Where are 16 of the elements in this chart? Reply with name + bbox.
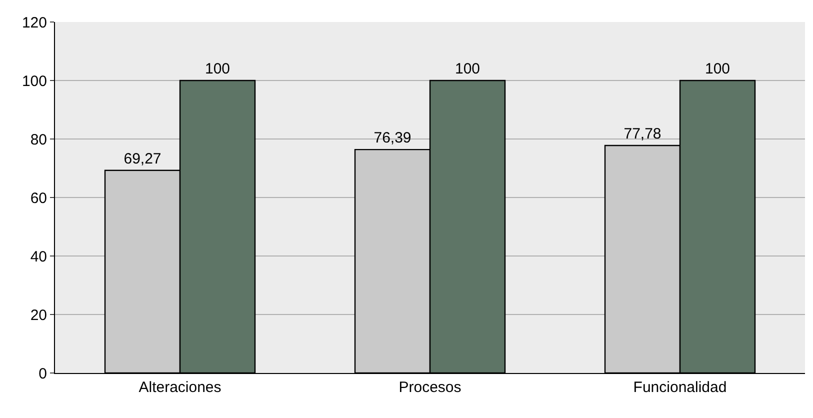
y-tick-label: 120 bbox=[22, 14, 47, 32]
y-tick-label: 0 bbox=[38, 365, 47, 382]
x-tick-label: Procesos bbox=[398, 379, 462, 396]
y-tick-label: 80 bbox=[30, 131, 47, 148]
data-label: 69,27 bbox=[124, 150, 162, 168]
data-label: 77,78 bbox=[624, 125, 662, 142]
y-tick-label: 40 bbox=[30, 248, 47, 266]
x-tick-label: Funcionalidad bbox=[633, 379, 727, 396]
y-tick-label: 20 bbox=[30, 306, 47, 324]
data-label: 100 bbox=[454, 60, 480, 78]
data-label: 100 bbox=[704, 60, 730, 78]
x-tick-label: Alteraciones bbox=[138, 379, 222, 396]
y-tick-label: 60 bbox=[30, 190, 47, 207]
y-tick-label: 100 bbox=[22, 72, 47, 90]
data-label: 100 bbox=[204, 60, 230, 78]
data-label: 76,39 bbox=[374, 130, 412, 147]
